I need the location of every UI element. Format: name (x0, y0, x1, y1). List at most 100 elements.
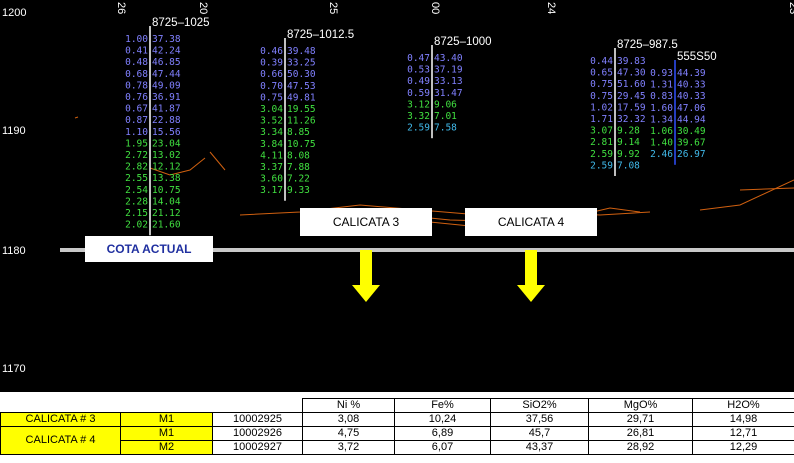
ni-value: 2.81 (590, 137, 613, 148)
fe-value: 29.45 (617, 91, 646, 102)
fe-value: 7.58 (434, 123, 457, 134)
ni-value: 2.55 (125, 173, 148, 184)
ni-value: 0.76 (125, 92, 148, 103)
ni-value: 0.93 (650, 68, 673, 79)
cell: 3,08 (302, 412, 395, 427)
ni-value: 1.95 (125, 138, 148, 149)
fe-value: 30.49 (677, 126, 706, 137)
ni-value: 3.12 (407, 99, 430, 110)
fe-value: 39.67 (677, 138, 706, 149)
header: MgO% (588, 398, 693, 413)
fe-value: 21.60 (152, 220, 181, 231)
cell: 12,29 (692, 440, 794, 455)
cell: 37,56 (490, 412, 589, 427)
hole-name: 8725–1012.5 (287, 29, 354, 41)
cell: M1 (120, 412, 213, 427)
hole-name: 8725–1025 (152, 17, 210, 29)
arrow (352, 250, 380, 302)
fe-value: 7.22 (287, 174, 310, 185)
fe-value: 42.24 (152, 46, 181, 57)
fe-value: 9.14 (617, 137, 640, 148)
fe-value: 51.60 (617, 79, 646, 90)
ni-value: 3.60 (260, 174, 283, 185)
ni-value: 1.40 (650, 138, 673, 149)
fe-value: 47.44 (152, 69, 181, 80)
ni-value: 0.68 (125, 69, 148, 80)
fe-value: 23.04 (152, 138, 181, 149)
hole-name: 555S50 (677, 51, 717, 63)
cell: 10002927 (212, 440, 303, 455)
cota-label: COTA ACTUAL (107, 242, 192, 256)
cell: M2 (120, 440, 213, 455)
top-label: 20 (197, 2, 209, 14)
ni-value: 0.46 (260, 46, 283, 57)
cell: CALICATA # 3 (0, 412, 121, 427)
calicata-box (300, 208, 432, 236)
ni-value: 1.71 (590, 114, 613, 125)
fe-value: 47.30 (617, 68, 646, 79)
fe-value: 31.47 (434, 88, 463, 99)
ni-value: 3.37 (260, 162, 283, 173)
ni-value: 3.17 (260, 185, 283, 196)
fe-value: 33.25 (287, 58, 316, 69)
ni-value: 2.02 (125, 220, 148, 231)
top-label: 00 (429, 2, 441, 14)
fe-value: 11.26 (287, 116, 316, 127)
fe-value: 50.30 (287, 69, 316, 80)
top-label: 26 (115, 2, 127, 14)
ni-value: 3.84 (260, 139, 283, 150)
ni-value: 3.32 (407, 111, 430, 122)
ni-value: 1.02 (590, 102, 613, 113)
cell: 3,72 (302, 440, 395, 455)
ni-value: 2.46 (650, 149, 673, 160)
fe-value: 26.97 (677, 149, 706, 160)
fe-value: 10.75 (287, 139, 316, 150)
ni-value: 0.70 (260, 81, 283, 92)
fe-value: 33.13 (434, 76, 463, 87)
results-table: Ni % Fe% SiO2% MgO% H2O% CALICATA # 3 M1 10002… (0, 398, 794, 455)
fe-value: 40.33 (677, 80, 706, 91)
ni-value: 0.66 (260, 69, 283, 80)
fe-value: 9.33 (287, 185, 310, 196)
fe-value: 15.56 (152, 127, 181, 138)
ni-value: 3.34 (260, 127, 283, 138)
calicata-box (465, 208, 597, 236)
ni-value: 1.31 (650, 80, 673, 91)
arrows (352, 250, 545, 302)
fe-value: 21.12 (152, 208, 181, 219)
fe-value: 8.08 (287, 150, 310, 161)
fe-value: 9.28 (617, 126, 640, 137)
fe-value: 37.19 (434, 65, 463, 76)
cell: 10,24 (394, 412, 491, 427)
fe-value: 36.91 (152, 92, 181, 103)
ni-value: 0.59 (407, 88, 430, 99)
ni-value: 1.10 (125, 127, 148, 138)
fe-value: 7.08 (617, 160, 640, 171)
fe-value: 12.12 (152, 162, 181, 173)
axis-label: 1170 (2, 363, 26, 375)
ni-value: 0.78 (125, 80, 148, 91)
ni-value: 2.28 (125, 196, 148, 207)
fe-value: 49.09 (152, 80, 181, 91)
fe-value: 47.53 (287, 81, 316, 92)
hole-name: 8725–987.5 (617, 39, 678, 51)
ni-value: 0.44 (590, 56, 613, 67)
header: Fe% (394, 398, 491, 413)
cell: CALICATA # 4 (0, 426, 121, 455)
axis-label: 1200 (2, 7, 26, 19)
fe-value: 39.83 (617, 56, 646, 67)
cell: 6,07 (394, 440, 491, 455)
fe-value: 49.81 (287, 92, 316, 103)
ni-value: 0.87 (125, 115, 148, 126)
cell: 10002925 (212, 412, 303, 427)
fe-value: 14.04 (152, 196, 181, 207)
axis-label: 1190 (2, 125, 26, 137)
ni-value: 2.59 (590, 160, 613, 171)
fe-value: 8.85 (287, 127, 310, 138)
ni-value: 0.39 (260, 58, 283, 69)
log-view: 1200 1190 1180 1170 26 20 25 00 24 23 8725–1025 1.0… (0, 0, 794, 392)
top-label: 25 (327, 2, 339, 14)
ni-value: 0.75 (590, 91, 613, 102)
fe-value: 40.33 (677, 91, 706, 102)
fe-value: 41.87 (152, 104, 181, 115)
